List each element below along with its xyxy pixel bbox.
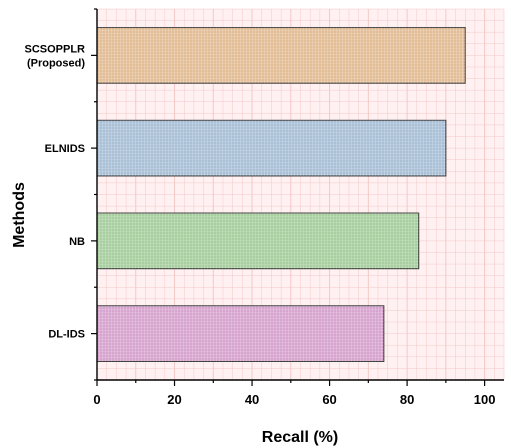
x-axis-title: Recall (%) (262, 429, 338, 446)
bar-texture (97, 305, 384, 362)
category-label: DL-IDS (48, 329, 85, 341)
bar-texture (97, 213, 419, 269)
x-tick-label: 0 (93, 392, 100, 407)
category-label: ELNIDS (45, 143, 85, 155)
x-tick-label: 40 (245, 392, 259, 407)
bar-texture (97, 120, 446, 176)
category-label: NB (69, 236, 85, 248)
x-tick-label: 100 (474, 392, 496, 407)
category-labels: SCSOPPLR (Proposed) ELNIDS NB DL-IDS (24, 43, 85, 340)
category-label: SCSOPPLR (Proposed) (24, 43, 85, 69)
x-tick-label: 60 (322, 392, 336, 407)
bars (96, 27, 466, 362)
axes (91, 8, 504, 386)
x-tick-labels: 0 20 40 60 80 100 (93, 392, 495, 407)
x-tick-label: 80 (400, 392, 414, 407)
x-tick-label: 20 (167, 392, 181, 407)
bar-texture (97, 27, 466, 84)
y-axis-title: Methods (11, 182, 28, 248)
